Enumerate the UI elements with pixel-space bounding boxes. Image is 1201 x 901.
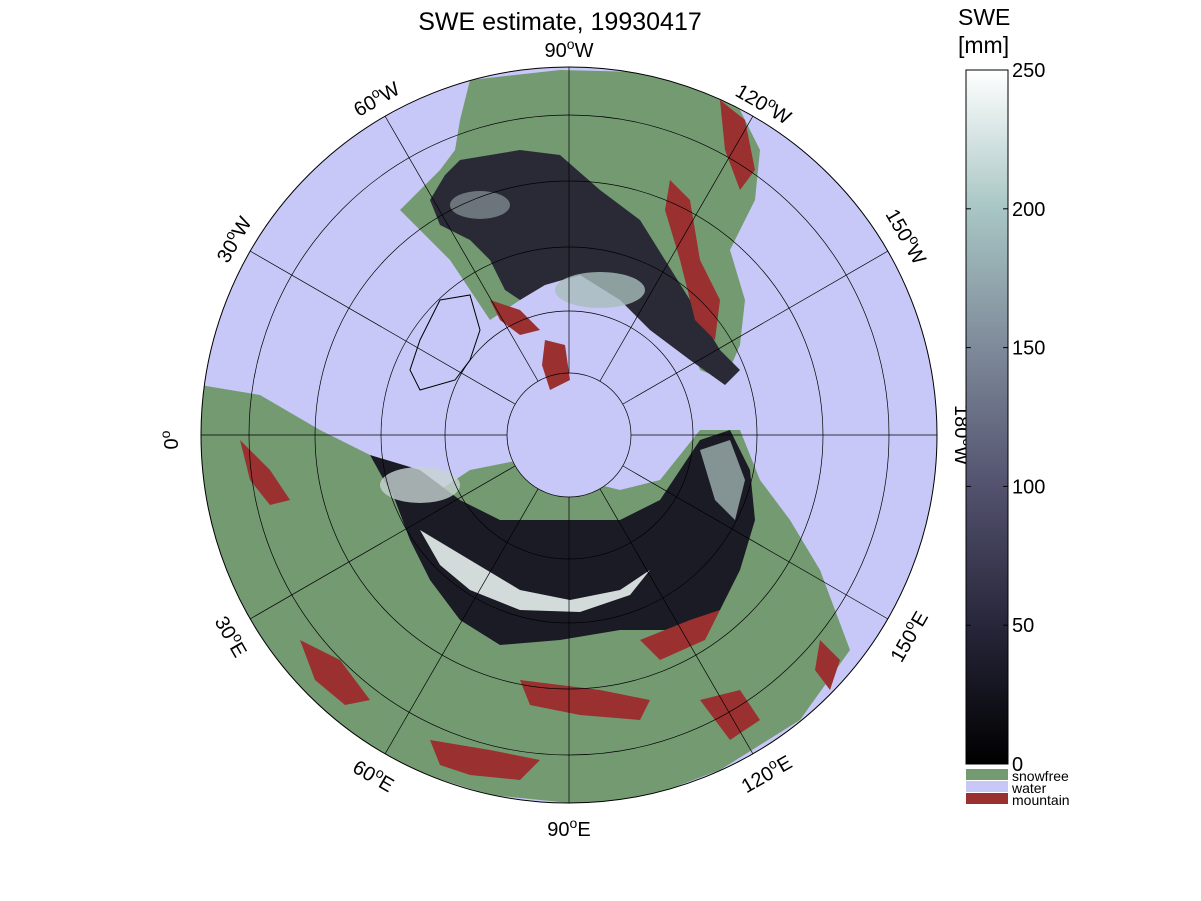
colorbar: SWE [mm] 0 50 100 150 200 250 snowfree water … [958,4,1070,808]
colorbar-tick-label: 50 [1012,615,1034,637]
legend-label-snowfree: snowfree [1012,768,1069,784]
colorbar-tick-label: 100 [1012,476,1045,498]
colorbar-title-line2: [mm] [958,32,1009,58]
colorbar-ticks: 0 50 100 150 200 250 [966,60,1045,776]
graticule [200,66,938,804]
legend-swatch-mountain [966,793,1008,804]
greenland [409,294,481,391]
lon-label-150e: 150oE [883,606,933,666]
lon-label-60e: 60oE [349,753,400,797]
mountain-areas [240,100,840,780]
arctic-ocean [507,373,631,497]
snow-bright-alaska [450,191,510,219]
colorbar-tick-label: 150 [1012,338,1045,360]
snow-eurasia-mid [700,440,745,520]
lon-label-30e: 30oE [210,611,254,662]
snow-eurasia-bright [420,530,650,612]
colorbar-gradient [965,69,1009,765]
lon-label-90w: 90oW [545,36,594,62]
legend-label-mountain: mountain [1012,792,1070,808]
lon-label-0: 0o [157,430,183,449]
snow-scandinavia [380,467,460,503]
polar-map: 90oW 120oW 150oW 180oW 150oE 120oE 90oE … [157,36,976,841]
legend-swatch-water [966,781,1008,792]
colorbar-tick-label: 250 [1012,60,1045,82]
colorbar-tick-label: 200 [1012,199,1045,221]
colorbar-title-line1: SWE [958,4,1010,30]
colorbar-tick-label: 0 [1012,754,1023,776]
legend-swatch-snowfree [966,769,1008,780]
snow-bright-hudson [555,272,645,308]
lon-label-90e: 90oE [547,815,590,841]
legend-label-water: water [1011,780,1047,796]
category-legend: snowfree water mountain [966,768,1070,808]
chart-title: SWE estimate, 19930417 [418,8,702,36]
